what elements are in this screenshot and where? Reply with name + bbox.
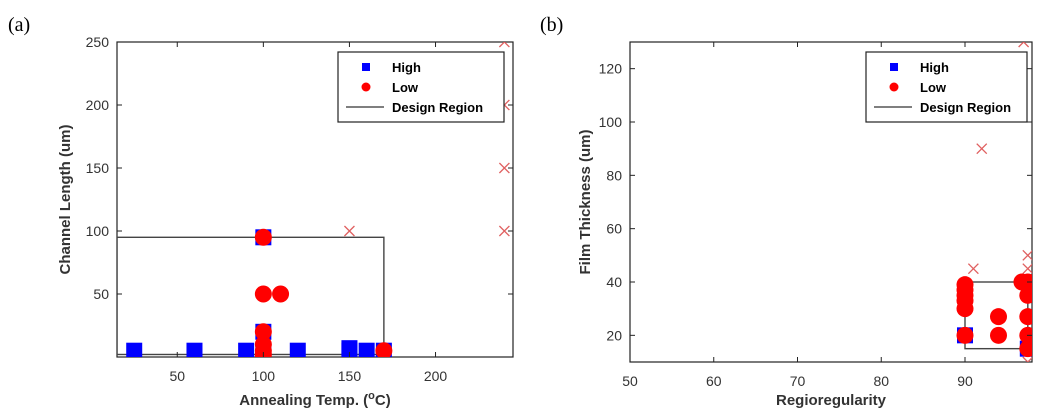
x-axis-title-suffix: C)	[375, 392, 391, 409]
y-tick-label: 60	[606, 221, 622, 237]
x-marker-stroke	[1022, 250, 1032, 261]
data-point-high	[238, 342, 255, 357]
x-tick-label: 50	[169, 368, 185, 384]
x-marker-stroke	[967, 263, 979, 275]
data-point-low	[375, 342, 393, 357]
data-point-low	[1019, 326, 1032, 344]
legend-marker-square	[890, 63, 898, 71]
data-point-low	[272, 285, 290, 303]
x-axis-title-superscript: o	[368, 390, 375, 402]
plot-frame	[629, 41, 1033, 363]
x-tick-label: 50	[622, 373, 638, 389]
data-point-high	[341, 342, 358, 357]
data-point-high	[358, 342, 375, 357]
panel-b-label: (b)	[540, 14, 564, 36]
x-marker-stroke	[503, 42, 510, 48]
data-point-low	[1019, 340, 1032, 358]
x-marker	[498, 225, 510, 237]
y-axis-title: Channel Length (um)	[57, 125, 74, 275]
x-tick-label: 200	[424, 368, 448, 384]
data-point-low	[1019, 308, 1032, 326]
y-tick-label: 80	[606, 167, 622, 183]
data-point-low	[1019, 286, 1032, 304]
plot-frame	[116, 41, 514, 358]
x-axis-title: Annealing Temp. (oC)	[239, 390, 390, 409]
panel-a-label: (a)	[8, 14, 31, 36]
data-point-high	[289, 342, 306, 357]
x-marker	[498, 162, 510, 174]
data-point-low	[254, 228, 272, 246]
data-point-low	[956, 276, 974, 294]
plot-area	[956, 42, 1032, 362]
x-marker	[1022, 263, 1032, 275]
x-marker-stroke	[1022, 42, 1030, 48]
data-point-low	[254, 323, 272, 341]
x-marker-stroke	[1022, 356, 1029, 362]
y-tick-label: 200	[86, 97, 110, 113]
x-marker-stroke	[1026, 356, 1032, 362]
x-tick-label: 60	[706, 373, 722, 389]
x-marker-stroke	[343, 225, 355, 237]
x-axis-title: Regioregularity	[776, 392, 887, 409]
y-tick-label: 100	[86, 223, 110, 239]
data-point-low	[990, 308, 1007, 326]
x-tick-label: 150	[338, 368, 362, 384]
x-tick-label: 90	[957, 373, 973, 389]
data-point-low	[990, 326, 1007, 344]
x-marker	[967, 263, 979, 275]
x-marker-stroke	[498, 42, 506, 48]
data-point-low	[956, 326, 974, 344]
data-point-high	[126, 342, 143, 357]
y-tick-label: 120	[599, 61, 623, 77]
y-tick-label: 20	[606, 327, 622, 343]
x-marker	[343, 225, 355, 237]
legend-label: Design Region	[920, 100, 1011, 115]
x-marker-stroke	[976, 143, 988, 155]
x-marker-stroke	[498, 162, 510, 174]
legend-label: High	[392, 60, 421, 75]
x-tick-label: 80	[873, 373, 889, 389]
legend: High Low Design Region	[865, 51, 1028, 123]
chart-b: 50 60 70 80 90 20 40 60 80 100 120 Regioregularity F…	[577, 41, 1033, 409]
y-tick-label: 250	[86, 34, 110, 50]
legend: High Low Design Region	[337, 51, 505, 123]
x-marker	[1022, 356, 1032, 362]
plot-area	[117, 42, 510, 357]
design-region-rect	[117, 236, 385, 356]
x-marker	[1022, 249, 1032, 261]
data-point-high	[186, 342, 203, 357]
y-tick-label: 150	[86, 160, 110, 176]
legend-label: Design Region	[392, 100, 483, 115]
x-marker	[498, 42, 510, 48]
y-axis-title: Film Thickness (um)	[577, 129, 594, 274]
legend-label: Low	[392, 80, 419, 95]
x-marker-stroke	[1022, 263, 1032, 275]
y-tick-label: 50	[93, 286, 109, 302]
chart-a: 50 100 150 200 50 100 150 200 250 Annealing Temp.…	[57, 34, 514, 409]
y-tick-label: 100	[599, 114, 623, 130]
legend-label: Low	[920, 80, 947, 95]
x-marker	[976, 143, 988, 155]
x-tick-label: 100	[252, 368, 276, 384]
legend-marker-circle	[889, 82, 899, 92]
data-point-low	[1019, 273, 1032, 291]
legend-marker-circle	[361, 82, 371, 92]
data-point-low	[254, 285, 272, 303]
legend-marker-square	[362, 63, 370, 71]
x-marker	[1018, 42, 1030, 48]
y-tick-label: 40	[606, 274, 622, 290]
x-marker-stroke	[498, 225, 510, 237]
legend-label: High	[920, 60, 949, 75]
x-marker-stroke	[1018, 42, 1025, 48]
data-point-low	[254, 345, 272, 357]
x-tick-label: 70	[790, 373, 806, 389]
